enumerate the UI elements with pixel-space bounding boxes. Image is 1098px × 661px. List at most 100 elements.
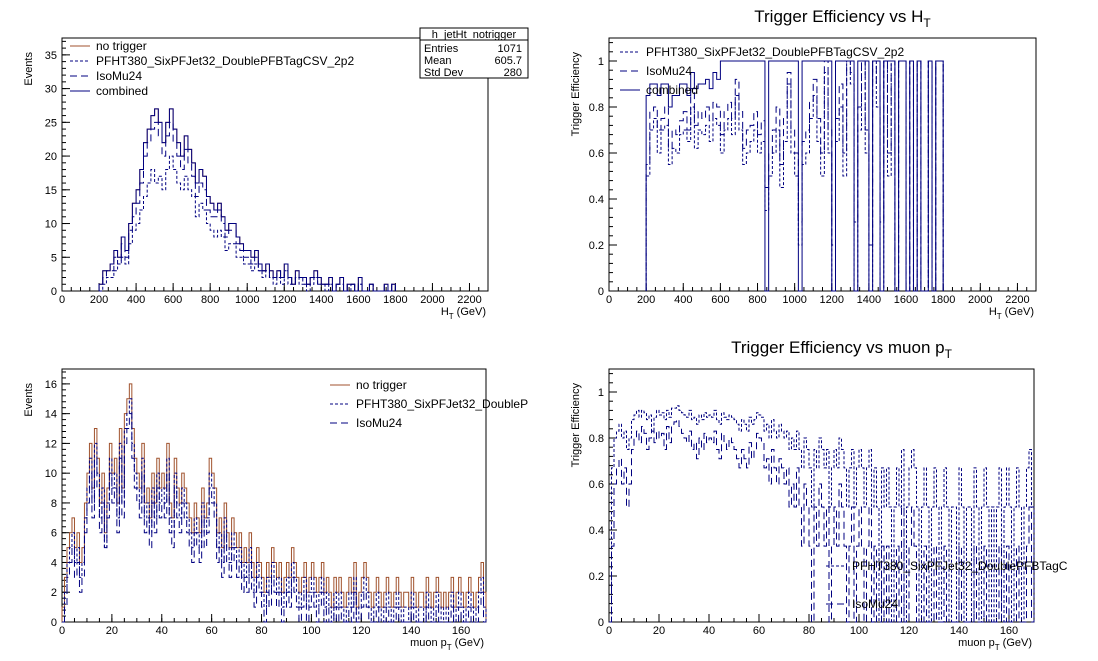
x-tick-label: 400 <box>674 294 692 306</box>
y-tick-label: 0.8 <box>589 102 604 114</box>
chart-title-sub: T <box>923 16 931 30</box>
chart-title-main: Trigger Efficiency vs H <box>754 7 923 26</box>
chart-muon_events: 0 20 40 60 80 100 120 140 160 0 2 4 6 8 10 12 14 16 muon p… <box>23 368 528 652</box>
y-tick-label: 20 <box>45 151 57 163</box>
chart-title-main: Trigger Efficiency vs muon p <box>731 338 945 357</box>
x-tick-label: 60 <box>753 625 765 637</box>
x-tick-label: 0 <box>606 625 612 637</box>
x-tick-label: 800 <box>748 294 766 306</box>
legend-label: IsoMu24 <box>852 597 898 611</box>
x-tick-label: 600 <box>711 294 729 306</box>
y-tick-label: 4 <box>51 557 57 569</box>
x-axis-title-unit: (GeV) <box>1005 306 1034 318</box>
x-tick-label: 2000 <box>968 294 992 306</box>
legend-label: PFHT380_SixPFJet32_DoublePFBTagCSV_2p2 <box>646 45 904 59</box>
x-axis-title-main: muon p <box>958 637 995 649</box>
legend: PFHT380_SixPFJet32_DoublePFBTagC IsoMu24 <box>826 559 1068 611</box>
x-tick-label: 1200 <box>272 294 296 306</box>
x-tick-label: 140 <box>402 625 420 637</box>
x-tick-label: 80 <box>803 625 815 637</box>
x-tick-label: 0 <box>606 294 612 306</box>
y-tick-label: 15 <box>45 185 57 197</box>
x-tick-label: 40 <box>703 625 715 637</box>
legend-label: PFHT380_SixPFJet32_DoubleP <box>356 397 528 411</box>
x-tick-label: 200 <box>637 294 655 306</box>
y-tick-label: 0 <box>51 286 57 298</box>
y-axis-title: Events <box>23 383 35 417</box>
y-tick-label: 10 <box>45 468 57 480</box>
x-axis-title: HT (GeV) <box>441 306 486 321</box>
x-tick-label: 140 <box>950 625 968 637</box>
legend-label: no trigger <box>356 378 407 392</box>
x-axis-title: muon pT (GeV) <box>410 637 484 652</box>
legend-label: combined <box>646 83 698 97</box>
x-tick-label: 2000 <box>420 294 444 306</box>
x-tick-label: 1000 <box>782 294 806 306</box>
stats-box: h_jetHt_notrigger Entries 1071 Mean 605.7 Std… <box>419 27 529 79</box>
series-line-0 <box>98 108 396 292</box>
series-line-0 <box>609 405 1035 623</box>
x-axis-title: muon pT (GeV) <box>958 637 1032 652</box>
x-tick-label: 800 <box>201 294 219 306</box>
x-tick-label: 600 <box>164 294 182 306</box>
x-axis-title-main: H <box>989 306 997 318</box>
x-tick-label: 2200 <box>457 294 481 306</box>
x-tick-label: 400 <box>127 294 145 306</box>
chart-title-sub: T <box>945 347 953 361</box>
y-tick-label: 6 <box>51 528 57 540</box>
y-tick-label: 0.4 <box>589 525 604 537</box>
y-tick-label: 30 <box>45 84 57 96</box>
x-tick-label: 100 <box>302 625 320 637</box>
series-line-3 <box>98 108 396 292</box>
x-tick-label: 60 <box>206 625 218 637</box>
x-tick-label: 1600 <box>346 294 370 306</box>
x-axis-title-sub: T <box>449 312 454 321</box>
x-tick-label: 1800 <box>931 294 955 306</box>
legend-label: PFHT380_SixPFJet32_DoublePFBTagC <box>852 559 1068 573</box>
series-line-2 <box>62 413 486 623</box>
legend-label: PFHT380_SixPFJet32_DoublePFBTagCSV_2p2 <box>96 54 354 68</box>
x-tick-label: 1400 <box>309 294 333 306</box>
stats-name: h_jetHt_notrigger <box>432 29 517 41</box>
legend-label: combined <box>96 84 148 98</box>
x-axis-title: HT (GeV) <box>989 306 1034 321</box>
y-tick-label: 2 <box>51 587 57 599</box>
y-tick-label: 1 <box>598 56 604 68</box>
stats-key: Entries <box>424 43 459 55</box>
x-tick-label: 1600 <box>894 294 918 306</box>
x-tick-label: 1800 <box>383 294 407 306</box>
x-tick-label: 1000 <box>235 294 259 306</box>
y-tick-label: 10 <box>45 219 57 231</box>
chart-title: Trigger Efficiency vs muon pT <box>731 338 953 361</box>
series-line-1 <box>609 419 1034 623</box>
x-tick-label: 160 <box>1000 625 1018 637</box>
y-tick-label: 8 <box>51 498 57 510</box>
x-tick-label: 40 <box>156 625 168 637</box>
y-tick-label: 35 <box>45 50 57 62</box>
y-tick-label: 12 <box>45 438 57 450</box>
y-tick-label: 0.2 <box>589 240 604 252</box>
y-tick-label: 0.6 <box>589 148 604 160</box>
y-tick-label: 0.6 <box>589 479 604 491</box>
x-tick-label: 20 <box>106 625 118 637</box>
x-axis-title-unit: (GeV) <box>455 637 484 649</box>
series-line-2 <box>645 60 944 292</box>
x-tick-label: 120 <box>352 625 370 637</box>
legend-label: IsoMu24 <box>96 69 142 83</box>
legend-label: IsoMu24 <box>356 416 402 430</box>
series-line-0 <box>61 383 487 622</box>
y-tick-label: 25 <box>45 117 57 129</box>
y-tick-label: 14 <box>45 409 57 421</box>
x-tick-label: 2200 <box>1005 294 1029 306</box>
y-tick-label: 0 <box>51 617 57 629</box>
stats-frame <box>419 27 529 79</box>
legend: no trigger PFHT380_SixPFJet32_DoubleP IsoM… <box>330 378 528 430</box>
y-tick-label: 0.4 <box>589 194 604 206</box>
y-tick-label: 0 <box>598 286 604 298</box>
x-axis-title-sub: T <box>997 312 1002 321</box>
x-axis-title-main: H <box>441 306 449 318</box>
legend-label: IsoMu24 <box>646 64 692 78</box>
y-tick-label: 1 <box>598 387 604 399</box>
y-tick-label: 0.8 <box>589 433 604 445</box>
